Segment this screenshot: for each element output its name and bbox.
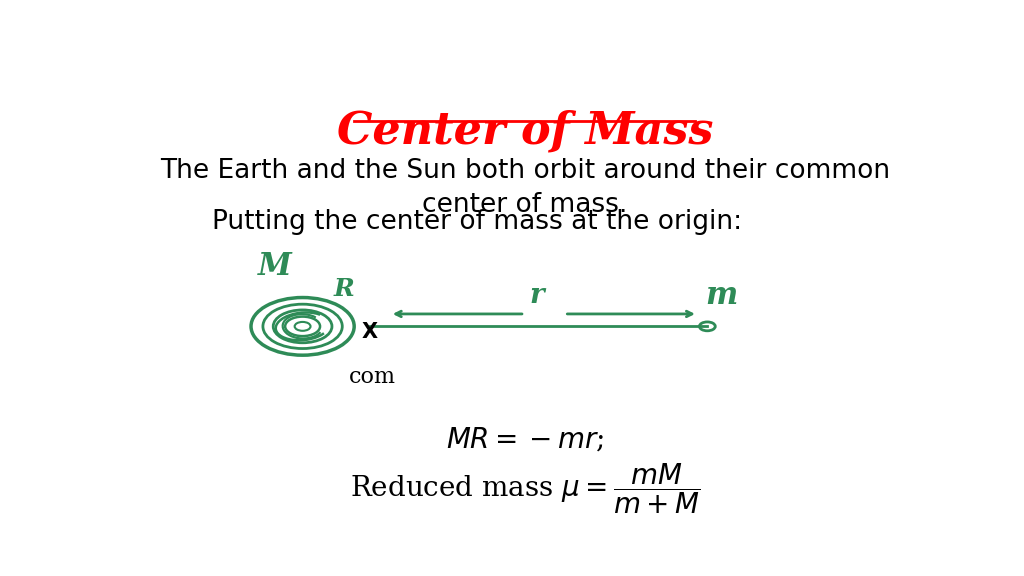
Text: m: m: [706, 280, 737, 311]
Text: R: R: [334, 276, 354, 301]
Text: $MR = -mr$;: $MR = -mr$;: [445, 426, 604, 454]
Text: Reduced mass $\mu = \dfrac{mM}{m+M}$: Reduced mass $\mu = \dfrac{mM}{m+M}$: [349, 461, 700, 516]
Text: X: X: [362, 321, 378, 342]
Text: M: M: [258, 251, 292, 282]
Text: Center of Mass: Center of Mass: [337, 109, 713, 152]
Text: Putting the center of mass at the origin:: Putting the center of mass at the origin…: [212, 209, 742, 235]
Text: r: r: [529, 282, 544, 309]
Text: The Earth and the Sun both orbit around their common
center of mass.: The Earth and the Sun both orbit around …: [160, 158, 890, 218]
Text: com: com: [349, 366, 396, 388]
